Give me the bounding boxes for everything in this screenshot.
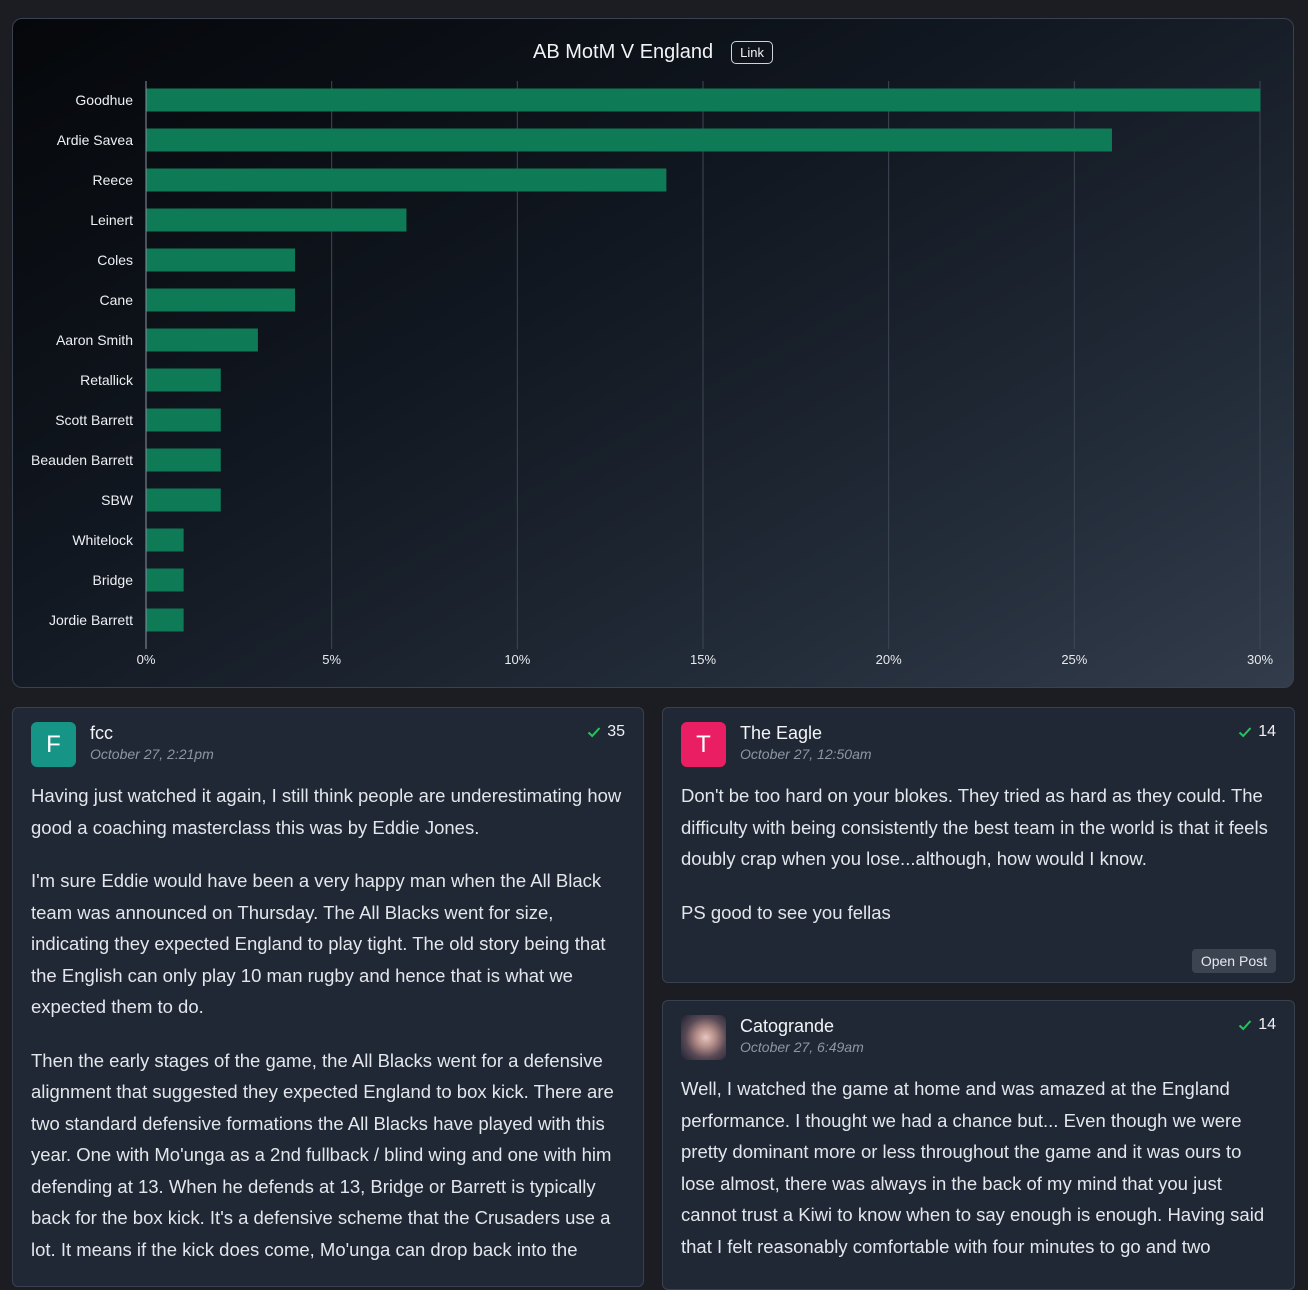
category-label: Reece: [93, 172, 134, 188]
vote-number: 14: [1258, 723, 1276, 740]
check-icon: [588, 727, 601, 738]
open-post-button[interactable]: Open Post: [1191, 949, 1276, 973]
chart-header: AB MotM V England Link: [13, 37, 1293, 67]
check-icon: [1239, 1020, 1252, 1031]
post-card: Catogrande October 27, 6:49am 14 Well, I…: [662, 1000, 1295, 1290]
post-paragraph: Well, I watched the game at home and was…: [681, 1078, 1265, 1257]
bar[interactable]: [146, 608, 184, 632]
category-label: Coles: [97, 252, 133, 268]
post-body: Having just watched it again, I still th…: [31, 780, 625, 1286]
x-tick-label: 25%: [1061, 652, 1087, 667]
post-paragraph: Then the early stages of the game, the A…: [31, 1049, 614, 1260]
x-tick-label: 20%: [876, 652, 902, 667]
post-card: F fcc October 27, 2:21pm 35 Having just …: [12, 707, 644, 1287]
x-tick-label: 10%: [504, 652, 530, 667]
category-label: Scott Barrett: [55, 412, 133, 428]
bar[interactable]: [146, 408, 221, 432]
bar[interactable]: [146, 368, 221, 392]
bar[interactable]: [146, 168, 667, 192]
post-date: October 27, 6:49am: [740, 1039, 864, 1055]
bar[interactable]: [146, 448, 221, 472]
bar[interactable]: [146, 528, 184, 552]
post-paragraph: Having just watched it again, I still th…: [31, 785, 622, 838]
bar[interactable]: [146, 328, 258, 352]
vote-count[interactable]: 35: [587, 723, 625, 741]
post-paragraph: Don't be too hard on your blokes. They t…: [681, 785, 1268, 869]
bar[interactable]: [146, 288, 296, 312]
post-username[interactable]: The Eagle: [740, 723, 823, 743]
avatar[interactable]: [681, 1015, 726, 1060]
bar-chart: 0% 5% 10% 15% 20% 25% 30% Goodhue Ardie Savea Ree…: [31, 81, 1273, 667]
vote-number: 14: [1258, 1016, 1276, 1033]
chart-link-button[interactable]: Link: [731, 40, 773, 64]
category-label: Ardie Savea: [57, 132, 133, 148]
category-label: Cane: [100, 292, 134, 308]
x-tick-label: 30%: [1247, 652, 1273, 667]
post-header: T The Eagle October 27, 12:50am 14: [663, 708, 1294, 767]
vote-number: 35: [607, 723, 625, 740]
post-date: October 27, 12:50am: [740, 746, 872, 762]
bar[interactable]: [146, 248, 296, 272]
category-label: Leinert: [90, 212, 133, 228]
bar[interactable]: [146, 568, 184, 592]
x-tick-label: 0%: [137, 652, 156, 667]
category-label: Aaron Smith: [56, 332, 133, 348]
category-label: Beauden Barrett: [31, 452, 133, 468]
bar[interactable]: [146, 88, 1261, 112]
category-label: Bridge: [93, 572, 134, 588]
post-paragraph: I'm sure Eddie would have been a very ha…: [31, 870, 606, 1017]
post-body: Well, I watched the game at home and was…: [681, 1073, 1276, 1284]
post-card: T The Eagle October 27, 12:50am 14 Don't…: [662, 707, 1295, 983]
post-username[interactable]: fcc: [90, 723, 114, 743]
vote-count[interactable]: 14: [1238, 1016, 1276, 1034]
post-paragraph: PS good to see you fellas: [681, 901, 891, 923]
avatar[interactable]: T: [681, 722, 726, 767]
category-label: Goodhue: [75, 92, 133, 108]
avatar[interactable]: F: [31, 722, 76, 767]
post-header: Catogrande October 27, 6:49am 14: [663, 1001, 1294, 1060]
category-label: SBW: [101, 492, 134, 508]
bar[interactable]: [146, 488, 221, 512]
post-header: F fcc October 27, 2:21pm 35: [13, 708, 643, 767]
post-date: October 27, 2:21pm: [90, 746, 214, 762]
chart-title: AB MotM V England: [533, 40, 714, 63]
post-username[interactable]: Catogrande: [740, 1016, 835, 1036]
check-icon: [1239, 727, 1252, 738]
post-body: Don't be too hard on your blokes. They t…: [681, 780, 1276, 950]
category-label: Whitelock: [72, 532, 134, 548]
bar[interactable]: [146, 208, 407, 232]
category-label: Retallick: [80, 372, 134, 388]
bar[interactable]: [146, 128, 1112, 152]
x-tick-label: 15%: [690, 652, 716, 667]
category-label: Jordie Barrett: [49, 612, 133, 628]
poll-chart-card: 0% 5% 10% 15% 20% 25% 30% Goodhue Ardie Savea Ree…: [12, 18, 1294, 688]
vote-count[interactable]: 14: [1238, 723, 1276, 741]
x-tick-label: 5%: [322, 652, 341, 667]
